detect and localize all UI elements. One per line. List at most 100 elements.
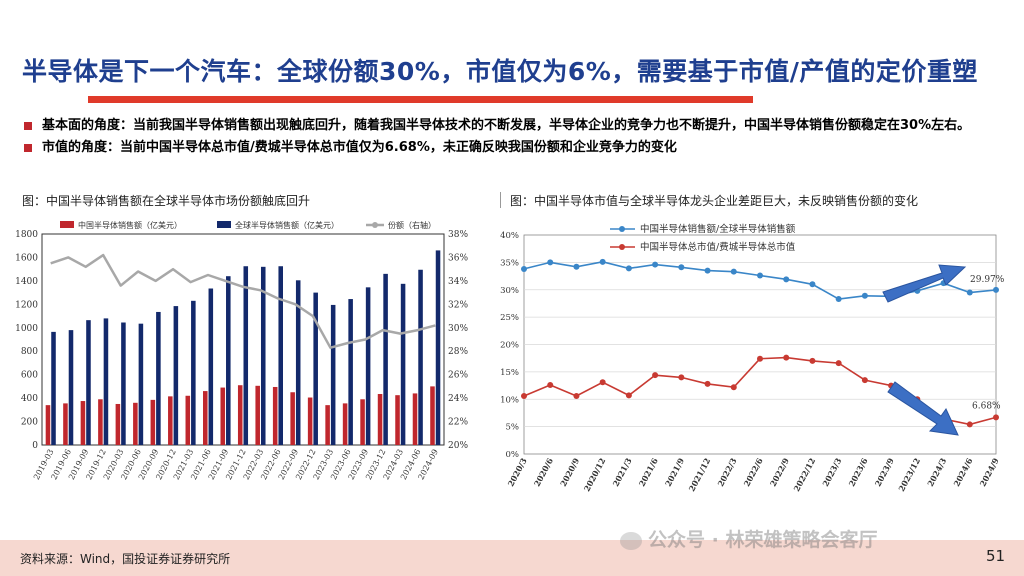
x-tick-label: 2020/12 xyxy=(582,456,608,493)
legend-china-swatch xyxy=(60,221,74,228)
x-tick-label: 2024/9 xyxy=(977,456,1000,488)
global-sales-bar xyxy=(191,300,196,445)
x-tick-label: 2022/3 xyxy=(715,456,738,488)
china-sales-bar xyxy=(115,403,121,445)
x-tick-label: 2020/9 xyxy=(558,456,581,488)
bullet-text: 市值的角度：当前中国半导体总市值/费城半导体总市值仅为6.68%，未正确反映我国… xyxy=(42,140,677,155)
sales-share-point xyxy=(625,265,632,272)
y-tick-label: 35% xyxy=(500,258,519,268)
page-number: 51 xyxy=(986,547,1006,565)
global-sales-bar xyxy=(156,311,161,445)
sales-share-point xyxy=(783,276,790,283)
right-axis-tick-label: 32% xyxy=(448,300,468,310)
china-sales-bar xyxy=(412,393,418,445)
x-tick-label: 2023/6 xyxy=(846,456,869,488)
left-axis-tick-label: 1600 xyxy=(15,253,38,263)
right-axis-tick-label: 34% xyxy=(448,277,468,287)
global-sales-bar xyxy=(400,283,406,445)
market-cap-ratio-point xyxy=(547,382,554,389)
left-axis-tick-label: 800 xyxy=(21,347,38,357)
right-axis-tick-label: 36% xyxy=(448,253,468,263)
sales-share-point xyxy=(599,258,606,265)
market-cap-ratio-point xyxy=(730,384,737,391)
global-sales-bar xyxy=(103,318,109,445)
x-tick-label: 2022/9 xyxy=(768,456,791,488)
china-sales-bar xyxy=(63,403,68,445)
x-tick-label: 2022/12 xyxy=(791,456,817,493)
x-tick-label: 2020/3 xyxy=(505,456,528,488)
right-axis-tick-label: 24% xyxy=(448,394,468,404)
market-cap-ratio-point xyxy=(809,357,816,364)
legend-sales-label: 中国半导体销售额/全球半导体销售额 xyxy=(640,223,796,235)
left-axis-tick-label: 0 xyxy=(32,441,38,451)
right-chart: 0% 5% 10% 15% 20% 25% 30% 35% 40% 2020/3 2020/6 202… xyxy=(490,212,1010,522)
market-cap-ratio-point xyxy=(678,374,685,381)
left-axis-tick-label: 200 xyxy=(21,418,38,428)
global-sales-bar xyxy=(68,330,74,445)
left-axis-tick-label: 400 xyxy=(21,394,38,404)
x-tick-label: 2023/3 xyxy=(820,456,843,488)
global-sales-bar xyxy=(330,304,336,445)
x-tick-label: 2021/3 xyxy=(610,456,633,488)
global-sales-bar xyxy=(138,323,144,445)
china-sales-bar xyxy=(290,392,295,445)
x-tick-label: 2024/3 xyxy=(925,456,948,488)
sales-share-point xyxy=(757,272,763,279)
right-axis-tick-label: 28% xyxy=(448,347,468,357)
sales-share-point xyxy=(993,286,999,293)
china-sales-bar xyxy=(430,386,435,445)
watermark-text: 公众号 · 林荣雄策略会客厅 xyxy=(648,529,878,551)
y-tick-label: 40% xyxy=(500,231,519,241)
global-sales-bar xyxy=(418,269,423,445)
wechat-icon xyxy=(620,531,642,550)
slide-title: 半导体是下一个汽车：全球份额30%，市值仅为6%，需要基于市值/产值的定价重塑 xyxy=(22,57,978,86)
footer-bar xyxy=(0,540,1024,576)
china-sales-bar xyxy=(237,385,243,445)
right-chart-caption: 图：中国半导体市值与全球半导体龙头企业差距巨大，未反映销售份额的变化 xyxy=(510,194,919,208)
right-axis-tick-label: 30% xyxy=(448,324,468,334)
left-chart-svg: 0 200 400 600 800 1000 1200 1400 1600 1800 20% 22% 2… xyxy=(15,220,468,481)
down-trend-arrow-icon xyxy=(887,381,959,436)
legend-share-marker xyxy=(372,222,378,228)
sales-share-point xyxy=(521,265,527,272)
sales-share-point xyxy=(652,261,659,268)
left-chart: 0 200 400 600 800 1000 1200 1400 1600 1800 20% 22% 2… xyxy=(12,212,482,512)
china-sales-bar xyxy=(325,405,330,445)
legend-market-marker xyxy=(619,244,625,250)
market-cap-ratio-point xyxy=(861,377,868,384)
china-sales-bar xyxy=(185,395,191,445)
sales-share-end-label: 29.97% xyxy=(970,275,1005,285)
sales-share-point xyxy=(835,296,842,303)
x-tick-label: 2021/9 xyxy=(663,456,686,488)
global-sales-bar xyxy=(121,322,126,445)
china-sales-bar xyxy=(307,397,313,445)
market-cap-ratio-point xyxy=(652,372,659,379)
global-sales-bar xyxy=(295,280,301,445)
global-sales-bar xyxy=(86,320,91,445)
title-underline xyxy=(88,96,753,103)
source-note: 资料来源：Wind，国投证券证券研究所 xyxy=(20,552,231,566)
china-sales-bar xyxy=(360,399,365,445)
left-axis-tick-label: 1000 xyxy=(15,324,38,334)
sales-share-point xyxy=(678,264,685,271)
y-tick-label: 15% xyxy=(500,368,519,378)
legend-global-label: 全球半导体销售额（亿美元） xyxy=(235,220,339,230)
watermark: 公众号 · 林荣雄策略会客厅 xyxy=(620,525,877,552)
sales-share-point xyxy=(704,267,711,274)
china-sales-bar xyxy=(255,385,260,445)
y-tick-label: 0% xyxy=(506,450,520,460)
sales-share-point xyxy=(730,268,737,275)
right-chart-svg: 0%5%10%15%20%25%30%35%40%2020/3 2020/6 202… xyxy=(500,223,1005,493)
market-cap-end-label: 6.68% xyxy=(972,401,1001,411)
market-cap-ratio-point xyxy=(599,379,606,386)
bullet-market-value: 市值的角度：当前中国半导体总市值/费城半导体总市值仅为6.68%，未正确反映我国… xyxy=(22,137,997,159)
global-sales-bar xyxy=(435,250,441,445)
global-sales-bar xyxy=(260,266,266,445)
market-cap-ratio-point xyxy=(704,380,711,387)
china-sales-bar xyxy=(45,405,51,445)
global-sales-bar xyxy=(208,288,214,445)
y-tick-label: 10% xyxy=(500,395,519,405)
global-sales-bar xyxy=(383,273,388,445)
left-chart-caption: 图：中国半导体销售额在全球半导体市场份额触底回升 xyxy=(22,194,311,208)
x-tick-label: 2021/6 xyxy=(637,456,660,488)
